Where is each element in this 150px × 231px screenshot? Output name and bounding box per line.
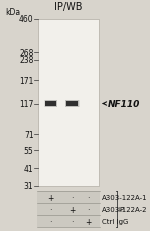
Text: A303-122A-2: A303-122A-2 [102, 206, 148, 212]
Text: NF110: NF110 [108, 100, 140, 109]
Text: ·: · [87, 193, 90, 202]
Text: 268: 268 [19, 49, 33, 58]
Text: 31: 31 [24, 182, 33, 190]
Text: IP/WB: IP/WB [54, 2, 82, 12]
Text: +: + [47, 193, 54, 202]
Text: 117: 117 [19, 100, 33, 109]
Bar [44, 100, 57, 107]
Text: ·: · [49, 205, 52, 214]
Text: kDa: kDa [5, 8, 20, 17]
Bar [66, 102, 78, 106]
Text: 238: 238 [19, 56, 33, 65]
Text: +: + [85, 217, 92, 226]
Text: +: + [69, 205, 75, 214]
Text: 55: 55 [24, 146, 33, 155]
Text: 71: 71 [24, 130, 33, 139]
Text: Ctrl IgG: Ctrl IgG [102, 218, 129, 224]
Text: 41: 41 [24, 164, 33, 173]
Bar [45, 101, 57, 107]
Text: 171: 171 [19, 76, 33, 85]
Bar [37, 191, 100, 227]
Bar [45, 102, 56, 106]
Text: IP: IP [119, 206, 125, 212]
Text: ·: · [71, 193, 73, 202]
Text: ·: · [87, 205, 90, 214]
Bar [65, 101, 79, 107]
Text: ·: · [71, 217, 73, 226]
Text: A303-122A-1: A303-122A-1 [102, 194, 148, 200]
Bar [65, 100, 80, 107]
Text: ·: · [49, 217, 52, 226]
Text: 460: 460 [19, 15, 33, 24]
Bar [38, 20, 99, 186]
